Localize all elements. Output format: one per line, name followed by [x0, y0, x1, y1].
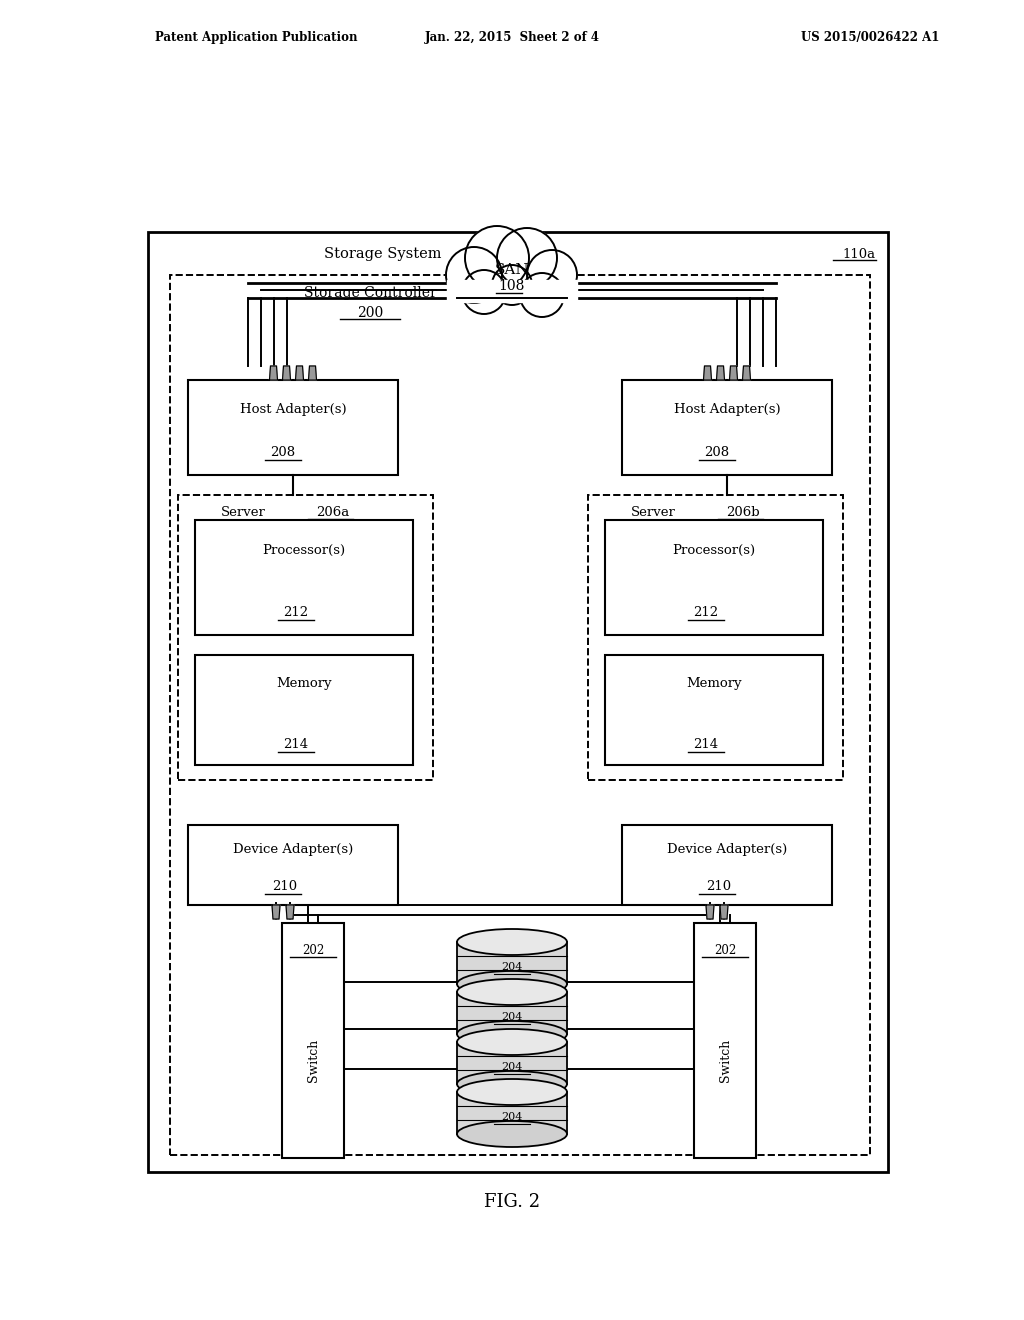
Bar [148, 232, 888, 1172]
Bar [178, 495, 433, 780]
Polygon shape [717, 366, 725, 380]
Text: Memory: Memory [686, 676, 741, 689]
Bar [605, 520, 823, 635]
Text: SAN: SAN [495, 263, 529, 277]
Ellipse shape [457, 1071, 567, 1097]
Text: Processor(s): Processor(s) [262, 544, 345, 557]
Polygon shape [272, 906, 280, 919]
Text: Server: Server [631, 507, 676, 520]
Text: 210: 210 [272, 880, 298, 894]
Text: FIG. 2: FIG. 2 [484, 1193, 540, 1210]
Polygon shape [286, 906, 294, 919]
Text: 204: 204 [502, 1012, 522, 1022]
Text: Device Adapter(s): Device Adapter(s) [232, 842, 353, 855]
Circle shape [462, 271, 506, 314]
Text: 206b: 206b [726, 507, 760, 520]
Text: 208: 208 [270, 446, 296, 459]
Text: Server: Server [220, 507, 265, 520]
Bar [457, 1092, 567, 1134]
Bar [457, 1041, 567, 1084]
Text: Patent Application Publication: Patent Application Publication [155, 30, 357, 44]
Text: 204: 204 [502, 1063, 522, 1072]
Bar [457, 993, 567, 1034]
Text: Processor(s): Processor(s) [673, 544, 756, 557]
Text: 200: 200 [357, 306, 383, 319]
Bar [188, 380, 398, 475]
Bar [282, 923, 344, 1158]
Polygon shape [296, 366, 303, 380]
Circle shape [527, 249, 577, 300]
Polygon shape [742, 366, 751, 380]
Bar [588, 495, 843, 780]
Bar [694, 923, 756, 1158]
Ellipse shape [457, 1121, 567, 1147]
Polygon shape [720, 906, 728, 919]
Ellipse shape [457, 1030, 567, 1055]
Text: US 2015/0026422 A1: US 2015/0026422 A1 [801, 30, 939, 44]
Bar [622, 380, 831, 475]
Text: 208: 208 [705, 446, 729, 459]
Bar [195, 520, 413, 635]
Ellipse shape [457, 929, 567, 954]
Bar [622, 825, 831, 906]
Text: 202: 202 [302, 945, 325, 957]
Text: Memory: Memory [276, 676, 332, 689]
Circle shape [446, 247, 502, 304]
Ellipse shape [457, 1020, 567, 1047]
Text: 110a: 110a [843, 248, 876, 260]
Text: 212: 212 [284, 606, 308, 619]
Ellipse shape [457, 1078, 567, 1105]
Circle shape [520, 273, 564, 317]
Ellipse shape [457, 979, 567, 1005]
Text: 204: 204 [502, 962, 522, 972]
Text: Storage System: Storage System [325, 247, 441, 261]
Text: 214: 214 [284, 738, 308, 751]
Text: 202: 202 [714, 945, 736, 957]
Bar [195, 655, 413, 766]
Circle shape [492, 265, 532, 305]
Text: Switch: Switch [306, 1039, 319, 1082]
Text: Device Adapter(s): Device Adapter(s) [667, 842, 787, 855]
Text: Storage Controller: Storage Controller [304, 286, 436, 300]
Polygon shape [729, 366, 737, 380]
Text: 206a: 206a [316, 507, 349, 520]
Text: 212: 212 [693, 606, 719, 619]
Text: 210: 210 [707, 880, 731, 894]
Polygon shape [283, 366, 291, 380]
Polygon shape [269, 366, 278, 380]
Polygon shape [703, 366, 712, 380]
Circle shape [497, 228, 557, 288]
Bar [170, 275, 870, 1155]
Text: Switch: Switch [719, 1039, 731, 1082]
Text: 214: 214 [693, 738, 719, 751]
Circle shape [465, 226, 529, 290]
Text: Host Adapter(s): Host Adapter(s) [674, 404, 780, 417]
Bar [188, 825, 398, 906]
Bar [447, 280, 577, 302]
Polygon shape [706, 906, 714, 919]
Ellipse shape [457, 972, 567, 997]
Text: 108: 108 [499, 279, 525, 293]
Text: 204: 204 [502, 1111, 522, 1122]
Bar [457, 942, 567, 983]
Text: Host Adapter(s): Host Adapter(s) [240, 404, 346, 417]
Text: Jan. 22, 2015  Sheet 2 of 4: Jan. 22, 2015 Sheet 2 of 4 [425, 30, 599, 44]
Polygon shape [308, 366, 316, 380]
Bar [605, 655, 823, 766]
